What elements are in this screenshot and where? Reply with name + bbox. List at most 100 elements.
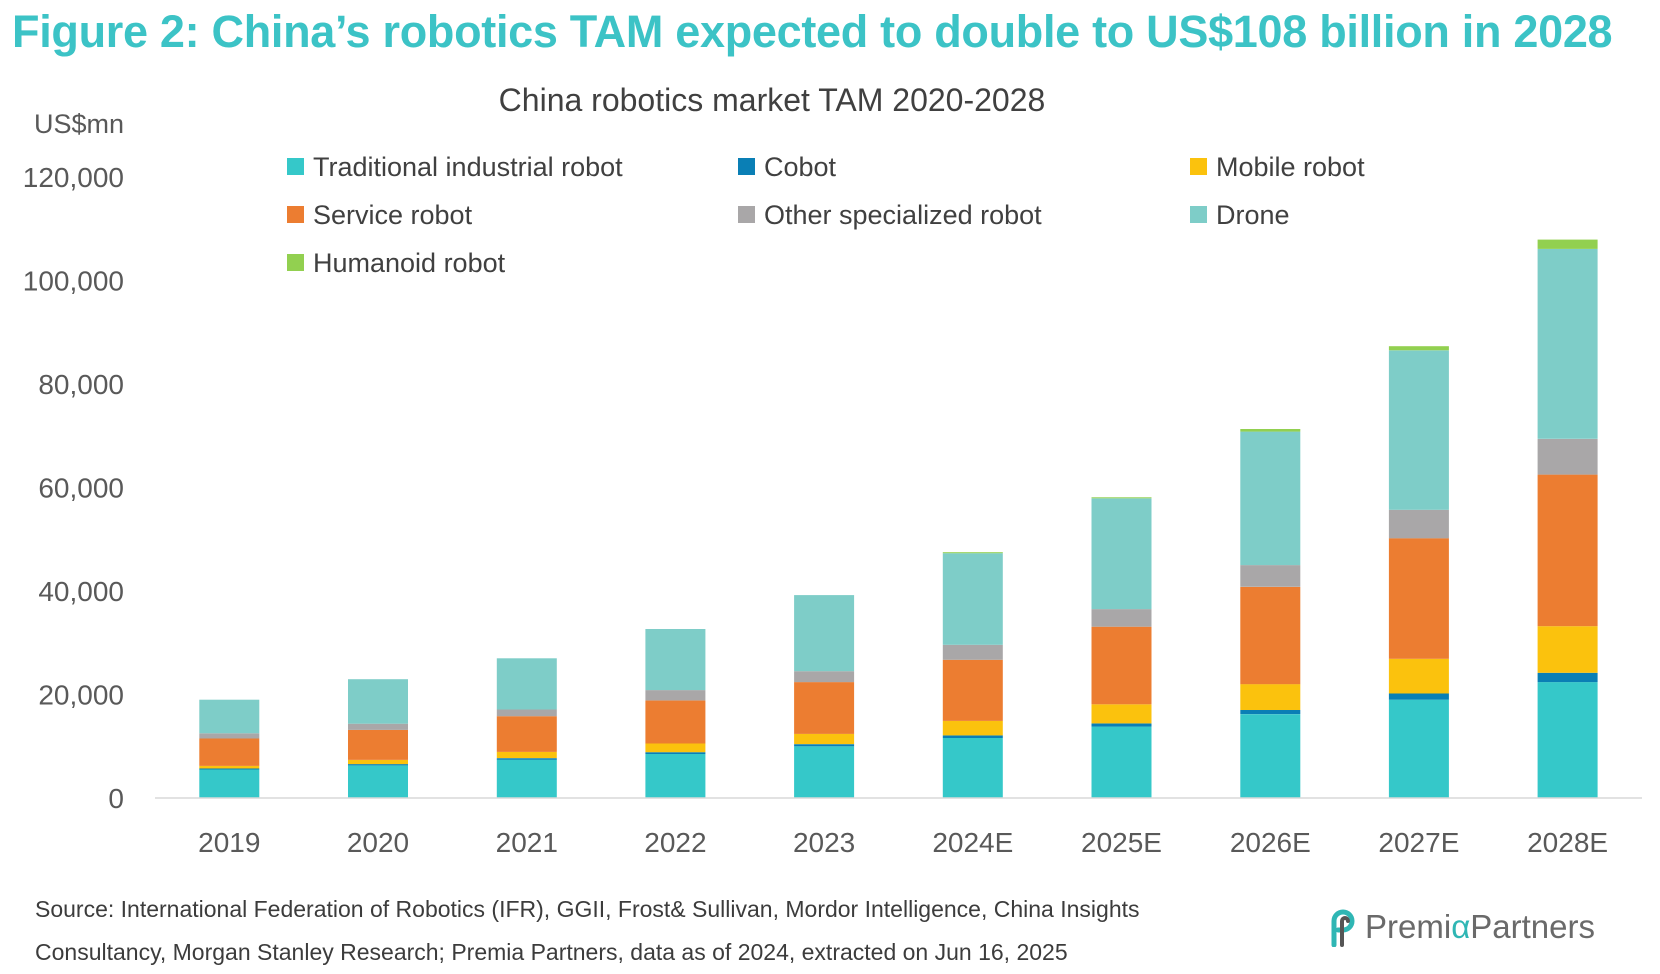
bar-stack-2023 <box>794 595 855 799</box>
legend: Traditional industrial robot Cobot Mobile … <box>287 152 1365 278</box>
bar-segment-mobile-robot <box>1240 684 1301 710</box>
y-axis: 0 20,000 40,000 60,000 80,000 100,000 120,000 <box>23 162 124 814</box>
bar-segment-mobile-robot <box>496 751 557 759</box>
bar-segment-other-specialized-robot <box>1091 609 1152 627</box>
bars <box>199 239 1598 799</box>
bar-segment-humanoid-robot <box>1537 239 1598 249</box>
bar-stack-2026e <box>1240 429 1301 798</box>
legend-swatch <box>738 158 755 175</box>
bar-segment-traditional-industrial-robot <box>348 765 408 798</box>
bar-segment-mobile-robot <box>794 733 855 745</box>
y-tick-label: 40,000 <box>38 576 124 607</box>
x-axis: 2019 2020 2021 2022 2023 2024E 2025E 2026E 2027E… <box>198 827 1608 858</box>
bar-segment-drone <box>496 658 557 710</box>
legend-item: Drone <box>1190 200 1290 230</box>
bar-segment-other-specialized-robot <box>942 644 1003 660</box>
legend-label: Traditional industrial robot <box>313 152 623 182</box>
logo-text-pre: Premi <box>1365 908 1452 945</box>
y-tick-label: 120,000 <box>23 162 124 193</box>
bar-segment-mobile-robot <box>1388 658 1449 694</box>
legend-item: Mobile robot <box>1190 152 1365 182</box>
y-axis-unit-label: US$mn <box>34 109 124 139</box>
bar-segment-traditional-industrial-robot <box>645 754 706 798</box>
bar-segment-mobile-robot <box>1091 704 1152 724</box>
figure-title: Figure 2: China’s robotics TAM expected … <box>12 6 1613 57</box>
x-tick-label: 2022 <box>644 827 706 858</box>
bar-segment-humanoid-robot <box>942 552 1003 554</box>
bar-segment-drone <box>1240 431 1301 566</box>
legend-label: Mobile robot <box>1216 152 1365 182</box>
bar-segment-cobot <box>496 758 557 760</box>
bar-segment-drone <box>942 553 1003 645</box>
bar-segment-other-specialized-robot <box>1240 565 1301 587</box>
bar-segment-service-robot <box>1091 626 1152 705</box>
legend-label: Cobot <box>764 152 837 182</box>
bar-segment-traditional-industrial-robot <box>942 738 1003 798</box>
bar-segment-mobile-robot <box>942 720 1003 736</box>
legend-swatch <box>287 206 304 223</box>
legend-label: Other specialized robot <box>764 200 1042 230</box>
bar-segment-drone <box>794 595 855 672</box>
bar-segment-drone <box>348 679 408 724</box>
legend-label: Drone <box>1216 200 1290 230</box>
bar-segment-cobot <box>1240 710 1301 715</box>
legend-item: Humanoid robot <box>287 248 506 278</box>
source-note: Source: International Federation of Robo… <box>35 888 1215 974</box>
bar-segment-service-robot <box>1240 586 1301 685</box>
bar-segment-service-robot <box>794 682 855 734</box>
bar-segment-traditional-industrial-robot <box>1240 714 1301 798</box>
bar-segment-cobot <box>348 764 408 766</box>
legend-swatch <box>1190 158 1207 175</box>
bar-segment-service-robot <box>1537 474 1598 627</box>
bar-segment-other-specialized-robot <box>496 709 557 717</box>
bar-segment-humanoid-robot <box>1240 429 1301 432</box>
bar-stack-2019 <box>199 699 260 798</box>
bar-segment-drone <box>645 629 706 691</box>
x-tick-label: 2023 <box>793 827 855 858</box>
legend-label: Service robot <box>313 200 473 230</box>
logo-text-post: Partners <box>1470 908 1595 945</box>
source-line-2: Consultancy, Morgan Stanley Research; Pr… <box>35 939 1068 965</box>
legend-item: Cobot <box>738 152 837 182</box>
bar-segment-drone <box>199 699 260 734</box>
bar-stack-2022 <box>645 629 706 798</box>
bar-segment-traditional-industrial-robot <box>496 759 557 798</box>
y-tick-label: 0 <box>108 783 124 814</box>
legend-item: Other specialized robot <box>738 200 1042 230</box>
legend-swatch <box>1190 206 1207 223</box>
bar-segment-cobot <box>1537 672 1598 683</box>
bar-segment-service-robot <box>496 716 557 752</box>
logo-alpha: α <box>1451 908 1471 945</box>
legend-label: Humanoid robot <box>313 248 506 278</box>
bar-segment-service-robot <box>348 729 408 760</box>
bar-segment-cobot <box>1388 693 1449 700</box>
premia-p-logo-icon <box>1331 909 1355 947</box>
y-tick-label: 60,000 <box>38 473 124 504</box>
x-tick-label: 2026E <box>1230 827 1311 858</box>
legend-item: Service robot <box>287 200 473 230</box>
bar-segment-other-specialized-robot <box>1388 509 1449 539</box>
bar-stack-2027e <box>1388 346 1449 798</box>
bar-segment-humanoid-robot <box>1091 497 1152 499</box>
bar-segment-humanoid-robot <box>1388 346 1449 351</box>
bar-segment-service-robot <box>199 738 260 766</box>
legend-item: Traditional industrial robot <box>287 152 623 182</box>
logo-wordmark: PremiαPartners <box>1365 908 1595 946</box>
bar-segment-mobile-robot <box>1537 626 1598 673</box>
bar-segment-other-specialized-robot <box>348 723 408 730</box>
bar-stack-2025e <box>1091 497 1152 798</box>
bar-segment-mobile-robot <box>348 760 408 765</box>
bar-segment-traditional-industrial-robot <box>1091 726 1152 798</box>
x-tick-label: 2024E <box>932 827 1013 858</box>
y-tick-label: 100,000 <box>23 266 124 297</box>
chart-title: China robotics market TAM 2020-2028 <box>499 82 1046 118</box>
x-tick-label: 2019 <box>198 827 260 858</box>
bar-stack-2020 <box>348 679 408 798</box>
y-tick-label: 20,000 <box>38 680 124 711</box>
bar-segment-service-robot <box>942 659 1003 721</box>
bar-segment-mobile-robot <box>199 765 260 769</box>
bar-segment-drone <box>1091 498 1152 610</box>
legend-swatch <box>287 254 304 271</box>
bar-segment-service-robot <box>645 700 706 744</box>
